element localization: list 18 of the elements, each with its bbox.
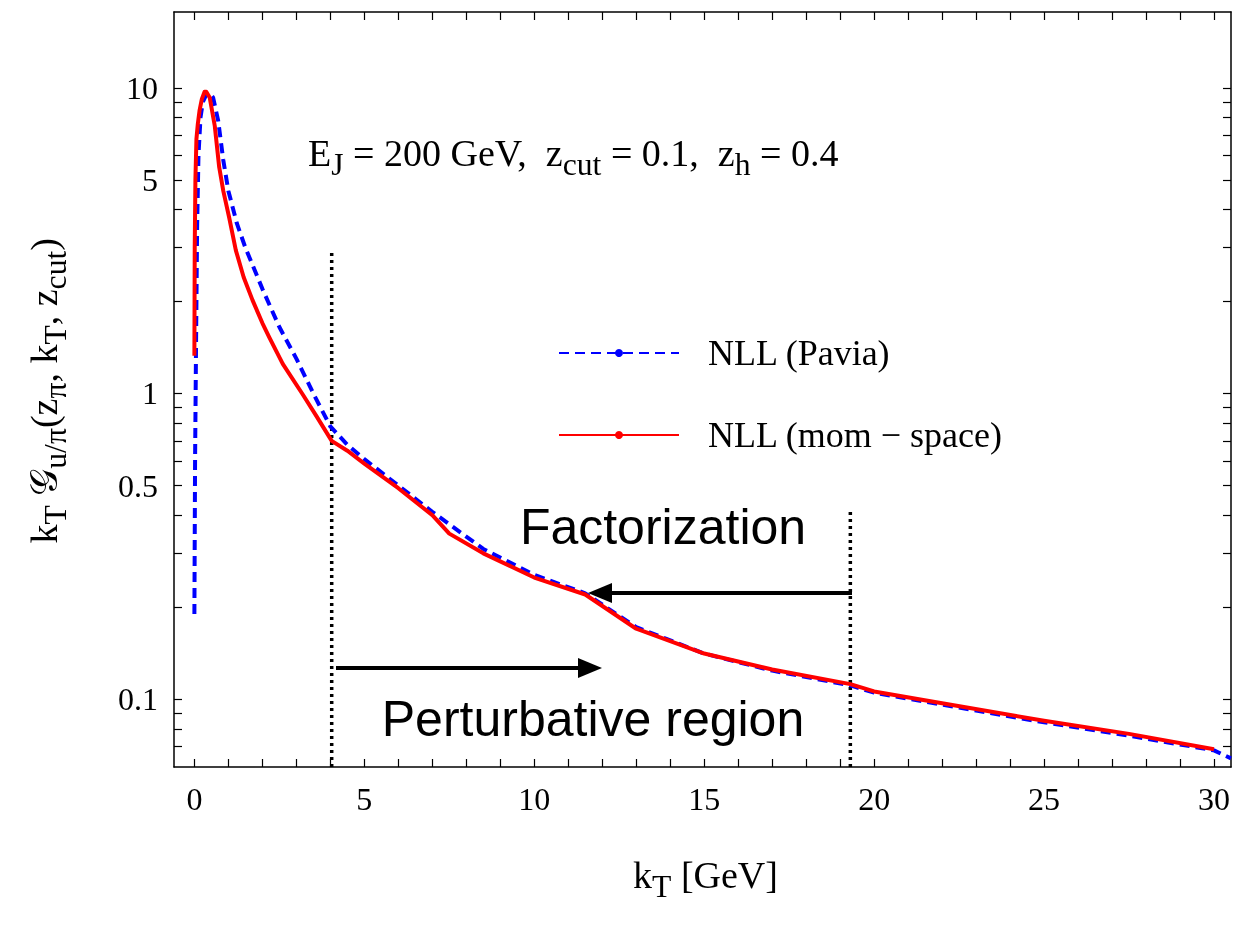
y-tick-label: 0.5 — [118, 467, 158, 504]
y-tick-label: 5 — [142, 161, 158, 198]
legend-label: NLL (Pavia) — [708, 333, 890, 373]
annotation: E$_{J}$ = 200 GeV, z$_{cut}$ = 0.1, z$_{h}$ = 0.4 — [308, 132, 839, 183]
x-axis-title: k$_{T}$ [GeV] — [632, 853, 779, 905]
x-tick-label: 25 — [1028, 781, 1061, 817]
x-tick-label: 10 — [518, 781, 551, 817]
x-tick-label: 20 — [858, 781, 891, 817]
y-tick-label: 1 — [142, 375, 158, 412]
annotation: Factorization — [518, 499, 808, 555]
y-tick-label: 0.1 — [118, 681, 158, 718]
y-tick-label: 10 — [126, 69, 158, 106]
legend-label: NLL (mom − space) — [708, 415, 1002, 455]
x-tick-label: 5 — [356, 781, 373, 817]
x-tick-label: 15 — [688, 781, 721, 817]
x-tick-label: 30 — [1198, 781, 1230, 817]
x-tick-label: 0 — [186, 781, 203, 817]
annotation: Perturbative region — [380, 691, 806, 747]
